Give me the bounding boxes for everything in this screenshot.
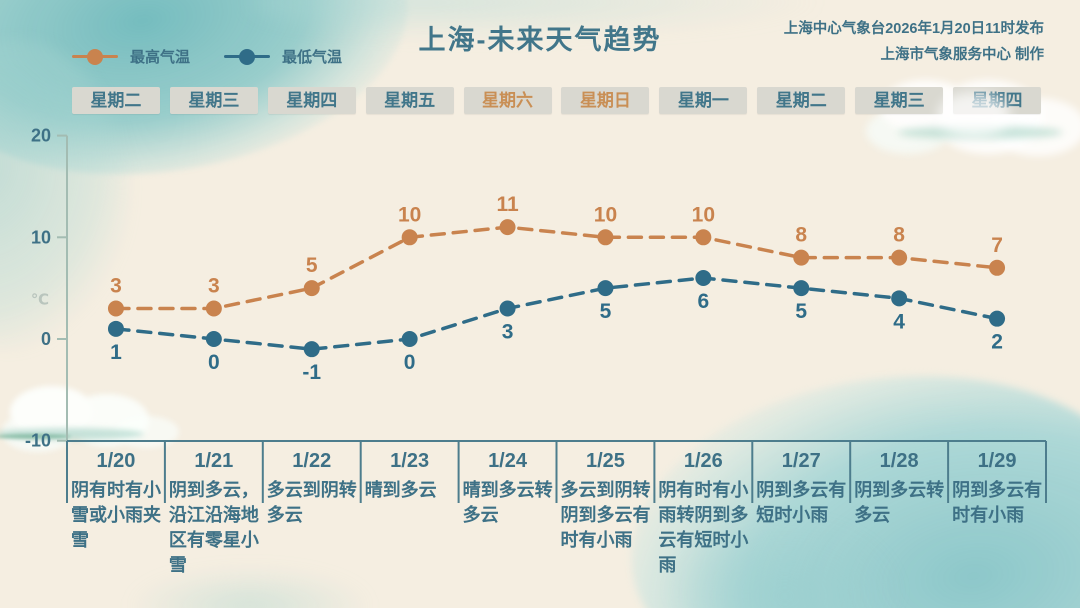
y-axis-unit-label: ℃	[31, 291, 49, 308]
high-temp-point-5	[597, 229, 614, 246]
high-temp-value-label-5: 10	[594, 203, 617, 226]
low-temp-value-label-1: 0	[208, 351, 220, 374]
high-temp-value-label-7: 8	[795, 224, 807, 247]
high-temp-point-1	[205, 300, 222, 317]
high-temp-value-label-6: 10	[692, 203, 715, 226]
low-temp-point-0	[107, 320, 124, 337]
low-temp-value-label-7: 5	[795, 300, 807, 323]
low-temp-point-3	[401, 331, 418, 347]
high-temp-value-label-9: 7	[991, 234, 1003, 257]
low-temp-point-8	[891, 290, 908, 307]
high-temp-value-label-0: 3	[110, 274, 122, 297]
low-temp-value-label-5: 5	[600, 300, 612, 323]
low-temp-value-label-9: 2	[991, 331, 1003, 354]
high-temp-value-label-4: 11	[496, 193, 519, 216]
y-tick-label-20: 20	[31, 126, 51, 146]
low-temp-value-label-4: 3	[502, 320, 514, 343]
high-temp-value-label-1: 3	[208, 274, 220, 297]
high-temp-point-6	[695, 229, 712, 246]
high-temp-point-3	[401, 229, 418, 246]
low-temp-point-5	[597, 280, 614, 297]
high-temp-value-label-3: 10	[398, 203, 421, 226]
low-temp-point-7	[793, 280, 810, 297]
issued-by-line: 上海中心气象台2026年1月20日11时发布	[783, 21, 1044, 37]
high-temp-point-2	[303, 280, 320, 297]
low-temp-value-label-8: 4	[893, 310, 905, 333]
low-temp-value-label-2: -1	[302, 361, 321, 384]
low-temp-value-label-6: 6	[698, 290, 710, 313]
low-temp-point-1	[205, 331, 222, 347]
high-temp-point-4	[499, 219, 516, 236]
high-temp-point-0	[107, 300, 124, 317]
low-temp-point-4	[499, 300, 516, 317]
low-temp-line	[114, 276, 999, 351]
low-temp-value-label-3: 0	[404, 351, 416, 374]
high-temp-point-7	[793, 249, 810, 266]
source-attribution: 上海中心气象台2026年1月20日11时发布 上海市气象服务中心 制作	[784, 16, 1044, 68]
low-temp-point-9	[989, 310, 1006, 327]
produced-by-line: 上海市气象服务中心 制作	[880, 47, 1044, 63]
high-temp-line	[114, 225, 999, 311]
page-title: 上海-未来天气趋势	[418, 25, 662, 55]
high-temp-point-9	[989, 259, 1006, 276]
high-temp-value-label-8: 8	[893, 224, 905, 247]
low-temp-point-2	[303, 341, 320, 358]
high-temp-point-8	[891, 249, 908, 266]
high-temp-value-label-2: 5	[306, 254, 318, 277]
low-temp-value-label-0: 1	[110, 341, 122, 364]
y-tick-label--10: -10	[25, 431, 51, 451]
y-tick-label-0: 0	[41, 329, 51, 349]
low-temp-point-6	[695, 269, 712, 286]
y-tick-label-10: 10	[31, 227, 51, 247]
